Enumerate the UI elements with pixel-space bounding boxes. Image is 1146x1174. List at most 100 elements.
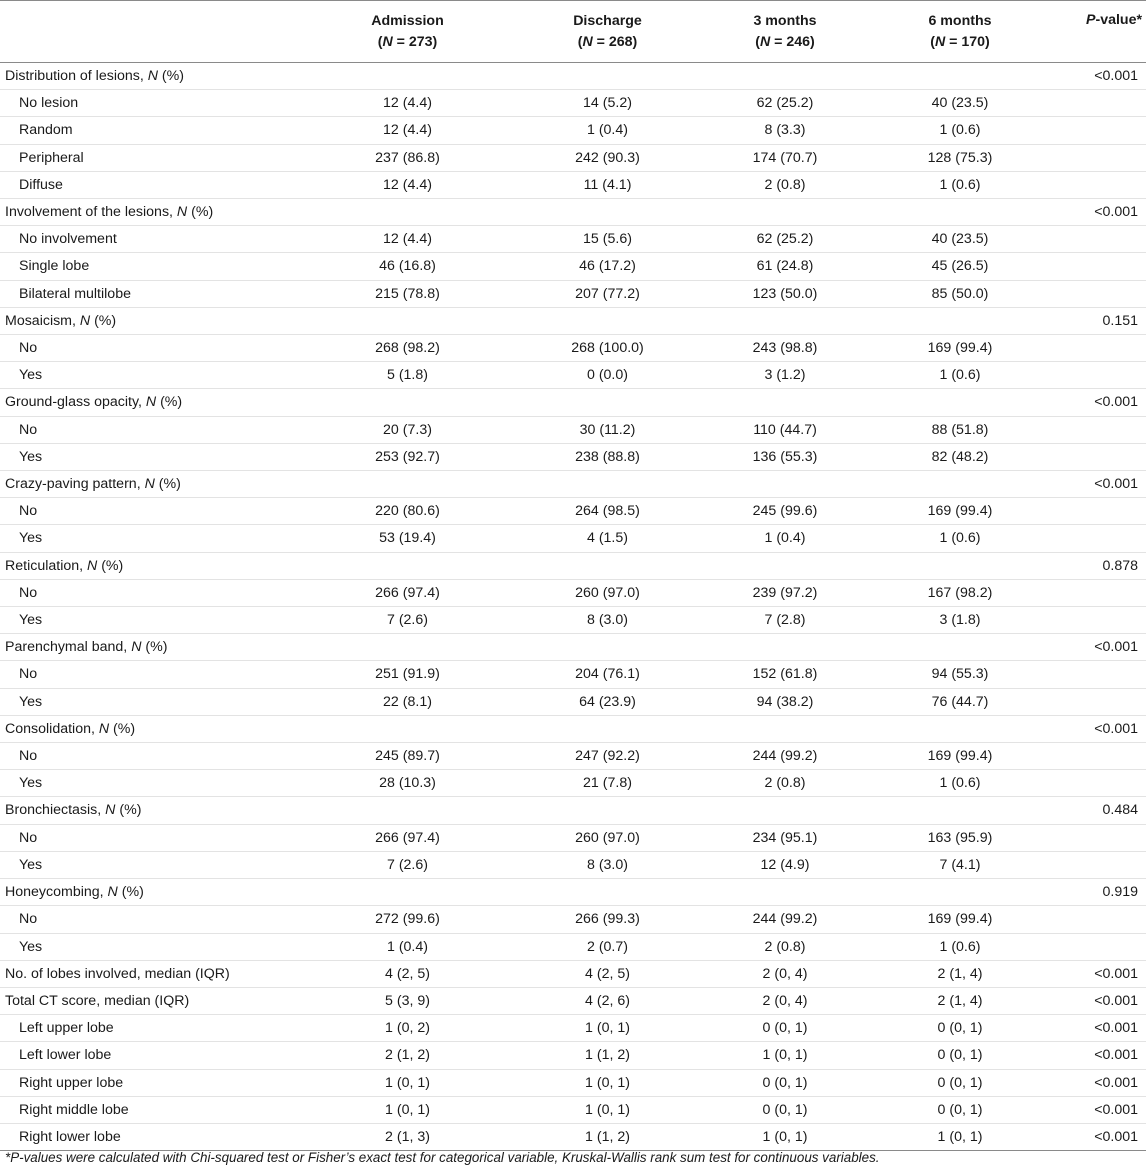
value-cell: 242 (90.3) [515,144,700,172]
header-n-value: = 273) [396,33,438,50]
value-cell: 123 (50.0) [700,280,870,308]
value-cell [300,307,515,336]
table-row: No 266 (97.4) 260 (97.0) 239 (97.2) 167 (98.… [0,579,1146,608]
value-cell: 3 (1.2) [700,361,870,390]
table-row: Yes 7 (2.6) 8 (3.0) 7 (2.8) 3 (1.8) [0,606,1146,635]
value-cell [300,715,515,744]
table-row: No 251 (91.9) 204 (76.1) 152 (61.8) 94 (55.3… [0,660,1146,689]
value-cell: 94 (55.3) [870,660,1050,689]
value-cell [700,633,870,662]
table-row: Right middle lobe 1 (0, 1) 1 (0, 1) 0 (0, 1… [0,1096,1146,1124]
value-cell: 244 (99.2) [700,905,870,934]
value-cell: 0 (0, 1) [700,1069,870,1097]
row-label-text: Right middle lobe [19,1101,129,1118]
value-cell: 260 (97.0) [515,579,700,608]
value-cell: 5 (3, 9) [300,987,515,1016]
p-value-cell [1050,416,1146,444]
value-cell [515,198,700,227]
row-label-suffix: (%) [141,639,168,656]
p-value-cell [1050,116,1146,145]
p-value-cell: <0.001 [1050,1123,1146,1152]
value-cell: 163 (95.9) [870,824,1050,852]
value-cell: 110 (44.7) [700,416,870,444]
table-row: Yes 28 (10.3) 21 (7.8) 2 (0.8) 1 (0.6) [0,769,1146,798]
row-label-n: N [98,720,110,737]
p-value-cell [1050,144,1146,172]
row-label-text: Bronchiectasis, [5,802,106,819]
row-label: Yes [0,688,300,716]
row-label-text: Right upper lobe [19,1074,124,1091]
header-name: 3 months [753,12,817,29]
value-cell: 7 (2.8) [700,606,870,635]
value-cell [870,878,1050,907]
table-row: Consolidation, N (%) <0.001 [0,715,1146,744]
value-cell [515,388,700,417]
header-n-label: N [934,33,946,50]
row-label-suffix: (%) [154,476,181,493]
row-label-text: No [19,829,38,846]
value-cell [870,633,1050,662]
value-cell: 12 (4.4) [300,89,515,118]
table-row: Diffuse 12 (4.4) 11 (4.1) 2 (0.8) 1 (0.6) [0,171,1146,200]
row-label-text: No lesion [19,95,79,112]
value-cell: 1 (0.4) [300,933,515,961]
value-cell: 3 (1.8) [870,606,1050,635]
row-label-text: No involvement [19,231,117,248]
p-value-cell [1050,905,1146,934]
row-label: No [0,905,300,934]
value-cell: 174 (70.7) [700,144,870,172]
row-label-suffix: (%) [90,312,117,329]
row-label-text: Total CT score, median (IQR) [5,992,190,1009]
row-label-text: Crazy-paving pattern, [5,476,145,493]
value-cell: 30 (11.2) [515,416,700,444]
value-cell: 1 (0.6) [870,361,1050,390]
p-value-cell [1050,334,1146,363]
value-cell: 0 (0, 1) [870,1014,1050,1043]
row-label: No lesion [0,89,300,118]
row-label: Yes [0,933,300,961]
value-cell: 61 (24.8) [700,252,870,281]
p-value-cell [1050,688,1146,716]
p-value-cell [1050,933,1146,961]
value-cell: 266 (97.4) [300,579,515,608]
table-row: No 272 (99.6) 266 (99.3) 244 (99.2) 169 (99.… [0,905,1146,934]
p-value-cell [1050,524,1146,553]
value-cell: 260 (97.0) [515,824,700,852]
row-label: Yes [0,769,300,798]
value-cell: 245 (89.7) [300,742,515,771]
header-p-value: P-value* [1050,1,1146,63]
value-cell [300,796,515,825]
header-p-italic: P [1086,12,1096,28]
value-cell: 0 (0, 1) [700,1014,870,1043]
value-cell: 14 (5.2) [515,89,700,118]
value-cell: 268 (98.2) [300,334,515,363]
p-value-cell: <0.001 [1050,1041,1146,1070]
p-value-cell [1050,742,1146,771]
value-cell: 266 (97.4) [300,824,515,852]
row-label-text: Random [19,122,73,139]
p-value-cell: <0.001 [1050,388,1146,417]
value-cell: 1 (0.6) [870,769,1050,798]
row-label-text: No [19,748,38,765]
row-label-text: Yes [19,612,43,629]
value-cell: 1 (0, 1) [515,1096,700,1124]
row-label-suffix: (%) [115,802,142,819]
table-row: Total CT score, median (IQR) 5 (3, 9) 4 (2… [0,987,1146,1016]
row-label: Left lower lobe [0,1041,300,1070]
table-row: Ground-glass opacity, N (%) <0.001 [0,388,1146,417]
p-value-cell [1050,497,1146,526]
p-value-cell [1050,660,1146,689]
table-row: Right upper lobe 1 (0, 1) 1 (0, 1) 0 (0, 1)… [0,1069,1146,1097]
value-cell: 46 (17.2) [515,252,700,281]
table-row: Yes 5 (1.8) 0 (0.0) 3 (1.2) 1 (0.6) [0,361,1146,390]
row-label-text: Yes [19,448,43,465]
value-cell: 1 (0, 1) [515,1014,700,1043]
row-label-n: N [131,639,142,656]
value-cell: 76 (44.7) [870,688,1050,716]
value-cell [700,552,870,580]
value-cell: 4 (2, 6) [515,987,700,1016]
row-label: Right upper lobe [0,1069,300,1097]
value-cell: 253 (92.7) [300,443,515,472]
value-cell: 0 (0, 1) [870,1041,1050,1070]
